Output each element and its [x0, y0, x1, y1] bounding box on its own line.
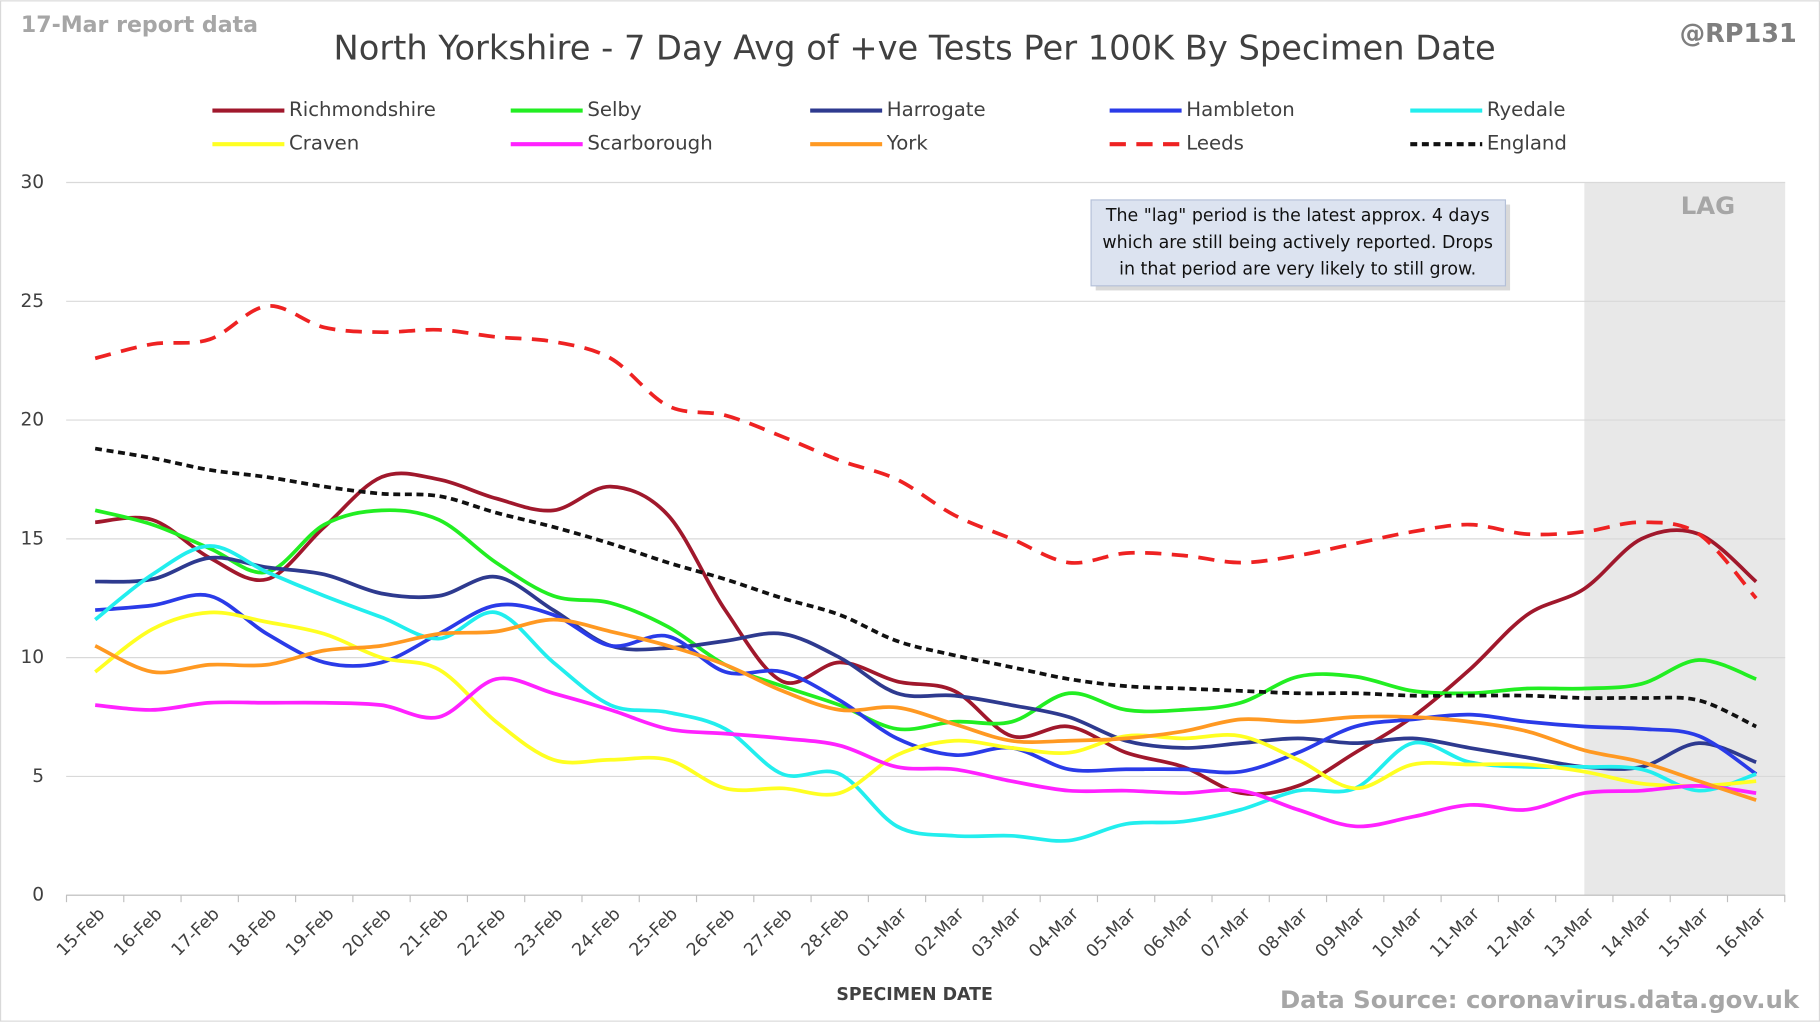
- annotation: The "lag" period is the latest approx. 4…: [1090, 199, 1511, 291]
- annotation-line: The "lag" period is the latest approx. 4…: [1105, 206, 1490, 226]
- legend-label: Richmondshire: [289, 98, 436, 121]
- legend-label: York: [886, 132, 929, 155]
- y-tick-label: 25: [20, 291, 44, 312]
- y-tick-label: 20: [20, 410, 44, 431]
- y-tick-label: 15: [20, 528, 44, 549]
- series-line: [95, 471, 1758, 797]
- source: Data Source: coronavirus.data.gov.uk: [1280, 985, 1800, 1014]
- series-line: [94, 610, 1757, 797]
- legend-label: Scarborough: [587, 132, 712, 155]
- legend-label: Selby: [587, 98, 642, 121]
- series-line: [94, 544, 1757, 843]
- y-tick-label: 5: [32, 766, 44, 787]
- series-line: [94, 508, 1757, 732]
- author: @RP131: [1680, 19, 1797, 49]
- legend-label: Ryedale: [1487, 98, 1566, 121]
- series-line: [95, 676, 1757, 829]
- report-date: 17-Mar report data: [21, 13, 258, 38]
- y-tick-label: 10: [20, 647, 44, 668]
- legend-label: Hambleton: [1186, 98, 1295, 121]
- annotation-box: [1090, 199, 1507, 287]
- series-line: [95, 592, 1758, 776]
- y-tick-label: 30: [20, 172, 44, 193]
- chart-title: North Yorkshire - 7 Day Avg of +ve Tests…: [334, 29, 1496, 68]
- annotation-line: in that period are very likely to still …: [1119, 260, 1476, 280]
- series-line: [95, 555, 1757, 771]
- legend-label: Leeds: [1186, 132, 1244, 155]
- x-axis-label: SPECIMEN DATE: [836, 985, 993, 1005]
- series-line: [94, 617, 1757, 802]
- legend-label: Craven: [289, 132, 359, 155]
- legend: Richmondshire Selby Harrogate Hambleton Ryed…: [212, 98, 1567, 155]
- lag-label: LAG: [1681, 191, 1735, 220]
- legend-label: Harrogate: [887, 98, 986, 121]
- annotation-line: which are still being actively reported.…: [1102, 233, 1493, 253]
- legend-label: England: [1487, 132, 1567, 155]
- series-line: [94, 446, 1757, 729]
- lines: [94, 304, 1758, 843]
- series-line: [94, 304, 1758, 600]
- y-tick-label: 0: [32, 885, 44, 906]
